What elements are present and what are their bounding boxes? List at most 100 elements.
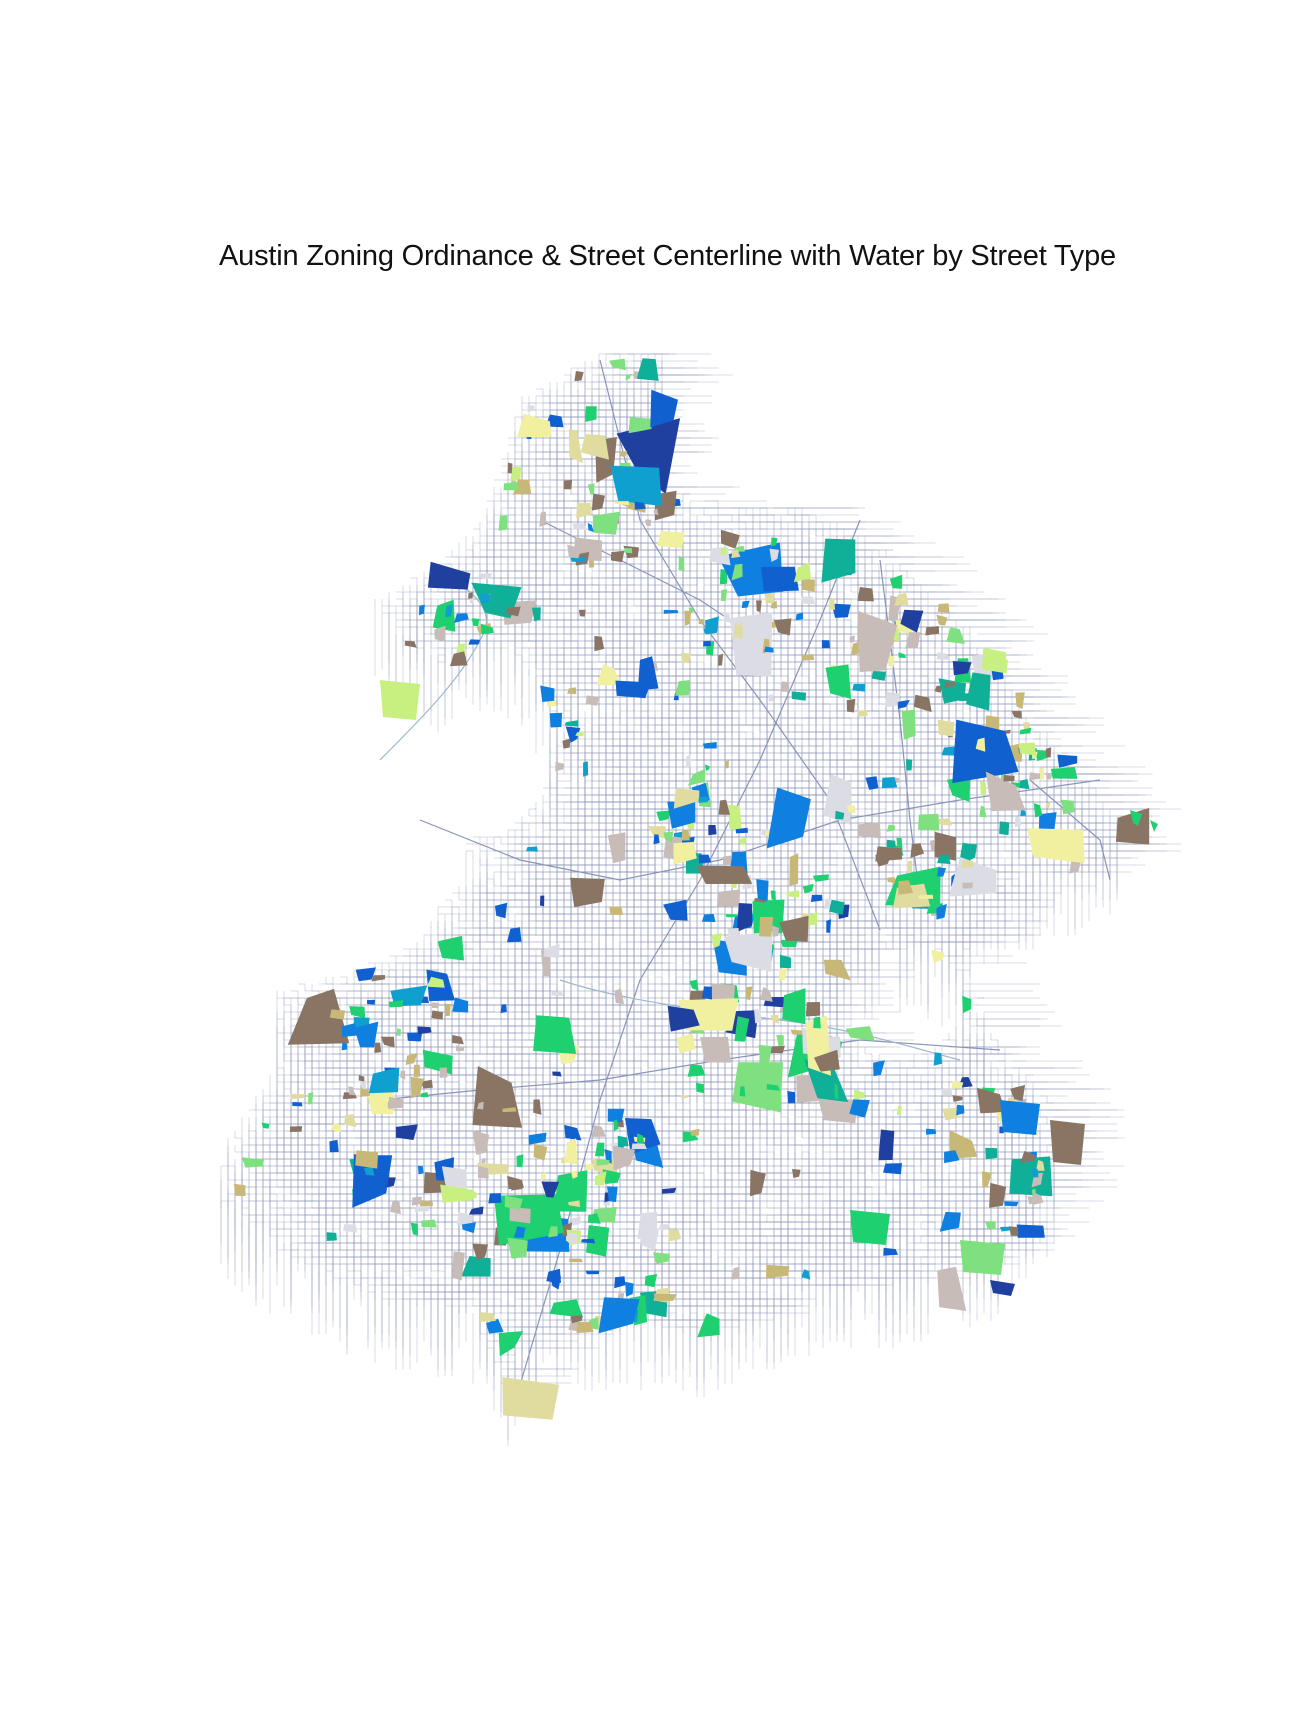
zoning-parcel bbox=[407, 1032, 423, 1042]
zoning-parcel bbox=[563, 480, 573, 490]
zoning-parcel bbox=[818, 1097, 858, 1124]
zoning-parcel bbox=[594, 635, 605, 652]
zoning-parcel bbox=[739, 1086, 746, 1097]
zoning-parcel bbox=[617, 1135, 629, 1147]
zoning-parcel bbox=[829, 899, 845, 915]
zoning-parcel bbox=[675, 680, 691, 696]
zoning-parcel bbox=[592, 511, 620, 535]
zoning-parcel bbox=[509, 1207, 531, 1224]
zoning-parcel bbox=[598, 1297, 640, 1334]
zoning-parcel bbox=[514, 1226, 526, 1238]
zoning-parcel bbox=[1130, 810, 1142, 826]
zoning-parcel bbox=[352, 1155, 393, 1208]
zoning-parcel bbox=[865, 776, 879, 790]
zoning-parcel bbox=[469, 1206, 484, 1215]
zoning-parcel bbox=[780, 681, 790, 692]
zoning-parcel bbox=[759, 916, 774, 937]
zoning-parcel bbox=[549, 1276, 561, 1290]
zoning-parcel bbox=[606, 1186, 618, 1203]
zoning-parcel bbox=[709, 546, 731, 566]
zoning-parcel bbox=[676, 1033, 696, 1054]
zoning-parcel bbox=[602, 1169, 621, 1184]
zoning-parcel bbox=[979, 805, 987, 818]
zoning-parcel bbox=[241, 1157, 264, 1168]
zoning-parcel bbox=[486, 1318, 504, 1334]
zoning-parcel bbox=[756, 600, 762, 612]
zoning-parcel bbox=[468, 639, 481, 645]
zoning-parcels bbox=[234, 358, 1158, 1420]
zoning-parcel bbox=[717, 889, 741, 907]
zoning-parcel bbox=[419, 1200, 433, 1207]
zoning-parcel bbox=[371, 975, 385, 982]
zoning-parcel bbox=[931, 949, 945, 963]
zoning-parcel bbox=[802, 883, 814, 894]
zoning-parcel bbox=[358, 1075, 365, 1082]
zoning-parcel bbox=[985, 1147, 998, 1160]
zoning-parcel bbox=[720, 529, 740, 549]
zoning-parcel bbox=[857, 587, 874, 602]
zoning-parcel bbox=[771, 537, 778, 547]
zoning-parcel bbox=[821, 538, 856, 583]
zoning-parcel bbox=[689, 1128, 700, 1136]
zoning-parcel bbox=[533, 1143, 548, 1161]
zoning-parcel bbox=[787, 1091, 796, 1104]
zoning-parcel bbox=[410, 1222, 418, 1236]
zoning-parcel bbox=[388, 1000, 404, 1008]
zoning-parcel bbox=[1009, 1156, 1053, 1197]
zoning-parcel bbox=[452, 1035, 464, 1045]
zoning-parcel bbox=[687, 1064, 706, 1077]
zoning-parcel bbox=[625, 1281, 634, 1297]
zoning-parcel bbox=[594, 1171, 607, 1186]
zoning-parcel bbox=[952, 1095, 963, 1102]
zoning-parcel bbox=[549, 712, 563, 728]
zoning-parcel bbox=[439, 1067, 448, 1078]
zoning-parcel bbox=[1045, 802, 1051, 808]
zoning-parcel bbox=[801, 1269, 811, 1280]
zoning-parcel bbox=[549, 1299, 584, 1318]
zoning-parcel bbox=[944, 1150, 960, 1164]
zoning-parcel bbox=[801, 578, 815, 592]
zoning-parcel bbox=[422, 1049, 453, 1075]
zoning-parcel bbox=[886, 839, 896, 848]
zoning-parcel bbox=[698, 618, 705, 625]
zoning-parcel bbox=[711, 933, 722, 949]
zoning-parcel bbox=[960, 1240, 1005, 1275]
zoning-parcel bbox=[1011, 710, 1022, 719]
zoning-parcel bbox=[308, 1092, 314, 1105]
zoning-parcel bbox=[437, 935, 464, 961]
zoning-parcel bbox=[507, 1175, 524, 1190]
zoning-parcel bbox=[756, 879, 769, 901]
zoning-parcel bbox=[444, 1003, 451, 1017]
zoning-parcel bbox=[976, 1087, 1006, 1114]
zoning-parcel bbox=[504, 1195, 523, 1210]
zoning-parcel bbox=[587, 523, 594, 533]
zoning-parcel bbox=[540, 685, 555, 702]
zoning-parcel bbox=[937, 854, 951, 865]
zoning-parcel bbox=[708, 825, 717, 836]
zoning-parcel bbox=[634, 501, 646, 510]
zoning-parcel bbox=[776, 1034, 784, 1047]
zoning-parcel bbox=[939, 1211, 961, 1232]
zoning-parcel bbox=[420, 1092, 429, 1098]
zoning-parcel bbox=[585, 406, 597, 422]
zoning-parcel bbox=[758, 1044, 772, 1065]
zoning-parcel bbox=[739, 837, 747, 845]
zoning-parcel bbox=[628, 417, 652, 434]
zoning-parcel bbox=[1027, 1196, 1038, 1205]
zoning-parcel bbox=[461, 1256, 491, 1277]
zoning-parcel bbox=[673, 841, 697, 865]
zoning-parcel bbox=[759, 987, 773, 1002]
zoning-parcel bbox=[472, 1130, 490, 1155]
zoning-parcel bbox=[389, 1201, 401, 1215]
zoning-parcel bbox=[766, 1264, 790, 1279]
zoning-parcel bbox=[234, 1183, 246, 1197]
zoning-parcel bbox=[388, 1096, 404, 1109]
zoning-parcel bbox=[663, 899, 688, 921]
zoning-parcel bbox=[982, 1171, 993, 1187]
zoning-parcel bbox=[786, 890, 800, 898]
zoning-parcel bbox=[500, 1004, 507, 1014]
zoning-parcel bbox=[420, 1219, 437, 1228]
zoning-parcel bbox=[735, 827, 748, 834]
zoning-parcel bbox=[936, 614, 948, 626]
zoning-parcel bbox=[564, 720, 579, 727]
